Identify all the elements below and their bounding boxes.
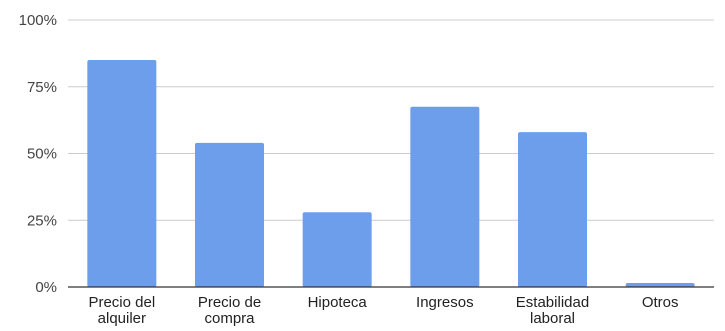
x-category-label-line: alquiler [98,310,146,327]
x-category-label: Precio de compra [198,294,261,327]
x-category-label: Otros [642,294,679,311]
y-tick-label: 75% [27,79,57,96]
x-category-label: Ingresos [416,294,474,311]
bar [625,282,695,287]
y-tick-label: 100% [19,12,57,29]
y-tick-label: 0% [35,279,57,296]
x-category-label-line: Otros [642,294,679,311]
x-category-label-line: Ingresos [416,294,474,311]
x-category-label-line: Precio del [88,294,155,311]
x-category-label: Precio del alquiler [88,294,155,327]
grid-lines [68,19,714,221]
y-tick-label: 50% [27,146,57,163]
x-axis-category-labels: Precio del alquiler Precio de compra Hipotec… [88,294,678,327]
bar [410,106,480,288]
bar [518,132,587,287]
y-tick-label: 25% [27,212,57,229]
x-category-label-line: Precio de [198,294,261,311]
x-category-label: Estabilidad laboral [516,294,589,327]
bar [195,142,264,287]
x-category-label-line: laboral [530,310,575,327]
x-category-label-line: compra [204,310,255,327]
bar [302,212,372,287]
bars [87,60,695,288]
bar [87,60,157,287]
y-axis-tick-labels: 0% 25% 50% 75% 100% [19,12,57,296]
x-category-label-line: Estabilidad [516,294,589,311]
x-category-label: Hipoteca [308,294,368,311]
x-category-label-line: Hipoteca [308,294,368,311]
